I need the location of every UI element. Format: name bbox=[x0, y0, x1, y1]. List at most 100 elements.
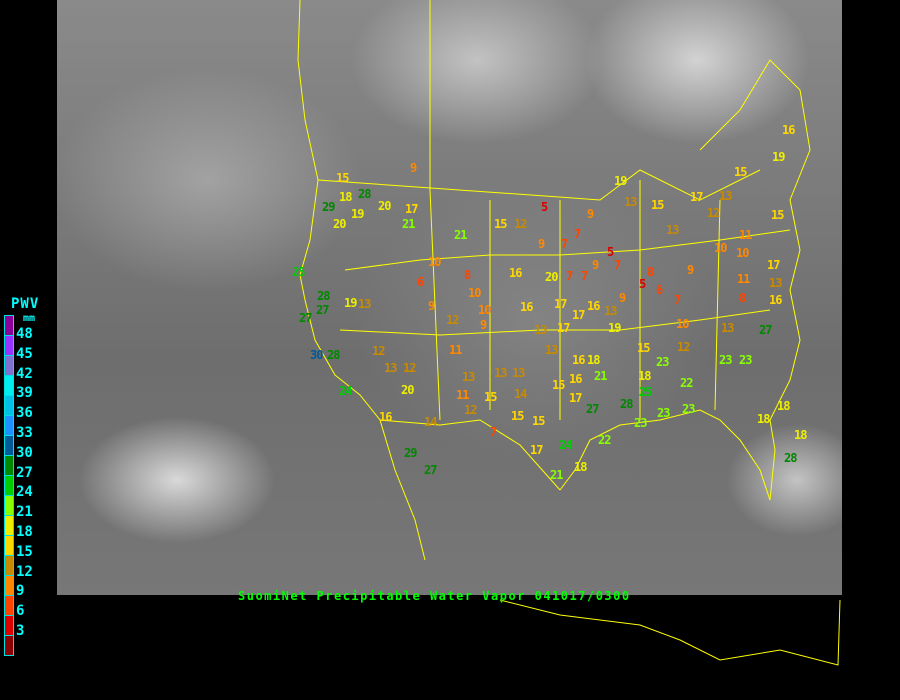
legend-unit: mm bbox=[23, 313, 36, 324]
legend-tick: 15 bbox=[16, 543, 33, 560]
legend-tick: 9 bbox=[16, 583, 25, 600]
station-pwv-value: 16 bbox=[572, 353, 585, 367]
station-pwv-value: 17 bbox=[569, 391, 582, 405]
station-pwv-value: 30 bbox=[310, 348, 323, 362]
legend-swatch bbox=[4, 435, 14, 455]
legend-swatch bbox=[4, 455, 14, 475]
legend-swatch bbox=[4, 615, 14, 635]
station-pwv-value: 14 bbox=[424, 415, 437, 429]
station-pwv-value: 19 bbox=[614, 174, 627, 188]
station-pwv-value: 5 bbox=[541, 200, 548, 214]
station-pwv-value: 12 bbox=[403, 361, 416, 375]
gulf-coast bbox=[559, 409, 771, 501]
legend-tick: 21 bbox=[16, 504, 33, 521]
station-pwv-value: 28 bbox=[327, 348, 340, 362]
mexico-coast bbox=[499, 599, 841, 666]
station-pwv-value: 27 bbox=[299, 311, 312, 325]
station-pwv-value: 16 bbox=[509, 266, 522, 280]
station-pwv-value: 16 bbox=[587, 299, 600, 313]
station-pwv-value: 19 bbox=[351, 207, 364, 221]
station-pwv-value: 25 bbox=[292, 265, 305, 279]
station-pwv-value: 9 bbox=[687, 263, 694, 277]
canada-border bbox=[317, 169, 761, 201]
legend-tick: 3 bbox=[16, 623, 25, 639]
legend-swatch bbox=[4, 495, 14, 515]
station-pwv-value: 19 bbox=[344, 296, 357, 310]
station-pwv-value: 10 bbox=[714, 241, 727, 255]
state-lines bbox=[714, 199, 721, 411]
station-pwv-value: 18 bbox=[638, 369, 651, 383]
station-pwv-value: 25 bbox=[639, 385, 652, 399]
station-pwv-value: 9 bbox=[538, 237, 545, 251]
station-pwv-value: 7 bbox=[566, 269, 573, 283]
legend-swatch bbox=[4, 575, 14, 595]
station-pwv-value: 27 bbox=[586, 402, 599, 416]
station-pwv-value: 21 bbox=[594, 369, 607, 383]
station-pwv-value: 15 bbox=[637, 341, 650, 355]
station-pwv-value: 13 bbox=[769, 276, 782, 290]
station-pwv-value: 17 bbox=[572, 308, 585, 322]
station-pwv-value: 8 bbox=[647, 265, 654, 279]
legend-swatch bbox=[4, 515, 14, 535]
station-pwv-value: 23 bbox=[656, 355, 669, 369]
station-pwv-value: 7 bbox=[674, 293, 681, 307]
station-pwv-value: 13 bbox=[545, 343, 558, 357]
east-coast bbox=[699, 59, 811, 501]
station-pwv-value: 18 bbox=[777, 399, 790, 413]
station-pwv-value: 7 bbox=[581, 269, 588, 283]
station-pwv-value: 7 bbox=[561, 237, 568, 251]
legend-swatch bbox=[4, 375, 14, 395]
station-pwv-value: 28 bbox=[358, 187, 371, 201]
station-pwv-value: 10 bbox=[468, 286, 481, 300]
legend-tick: 48 bbox=[16, 326, 33, 342]
station-pwv-value: 12 bbox=[707, 206, 720, 220]
station-pwv-value: 27 bbox=[424, 463, 437, 477]
station-pwv-value: 13 bbox=[534, 323, 547, 337]
station-pwv-value: 15 bbox=[336, 171, 349, 185]
station-pwv-value: 16 bbox=[782, 123, 795, 137]
legend-tick: 36 bbox=[16, 405, 33, 422]
legend-swatch bbox=[4, 395, 14, 415]
station-pwv-value: 17 bbox=[767, 258, 780, 272]
station-pwv-value: 22 bbox=[680, 376, 693, 390]
station-pwv-value: 9 bbox=[587, 207, 594, 221]
station-pwv-value: 10 bbox=[736, 246, 749, 260]
station-pwv-value: 21 bbox=[454, 228, 467, 242]
station-pwv-value: 10 bbox=[478, 303, 491, 317]
legend-tick: 24 bbox=[16, 484, 33, 501]
station-pwv-value: 5 bbox=[607, 245, 614, 259]
station-pwv-value: 13 bbox=[494, 366, 507, 380]
legend-tick: 27 bbox=[16, 464, 33, 481]
west-coast bbox=[297, 0, 426, 561]
station-pwv-value: 16 bbox=[569, 372, 582, 386]
station-pwv-value: 18 bbox=[587, 353, 600, 367]
legend-tick: 30 bbox=[16, 444, 33, 461]
legend-swatch bbox=[4, 415, 14, 435]
station-pwv-value: 13 bbox=[462, 370, 475, 384]
station-pwv-value: 20 bbox=[545, 270, 558, 284]
station-pwv-value: 15 bbox=[511, 409, 524, 423]
station-pwv-value: 8 bbox=[464, 268, 471, 282]
station-pwv-value: 20 bbox=[378, 199, 391, 213]
station-pwv-value: 15 bbox=[734, 165, 747, 179]
station-pwv-value: 17 bbox=[405, 202, 418, 216]
station-pwv-value: 7 bbox=[614, 258, 621, 272]
station-pwv-value: 16 bbox=[520, 300, 533, 314]
station-pwv-value: 17 bbox=[530, 443, 543, 457]
legend-tick: 45 bbox=[16, 345, 33, 362]
station-pwv-value: 12 bbox=[514, 217, 527, 231]
station-pwv-value: 19 bbox=[608, 321, 621, 335]
station-pwv-value: 23 bbox=[739, 353, 752, 367]
station-pwv-value: 9 bbox=[410, 161, 417, 175]
station-pwv-value: 24 bbox=[559, 438, 572, 452]
station-pwv-value: 28 bbox=[784, 451, 797, 465]
legend-swatch bbox=[4, 535, 14, 555]
station-pwv-value: 9 bbox=[619, 291, 626, 305]
station-pwv-value: 13 bbox=[719, 189, 732, 203]
map-caption: SuomiNet Precipitable Water Vapor 041017… bbox=[238, 589, 631, 603]
station-pwv-value: 13 bbox=[624, 195, 637, 209]
station-pwv-value: 11 bbox=[737, 272, 750, 286]
station-pwv-value: 11 bbox=[739, 228, 752, 242]
